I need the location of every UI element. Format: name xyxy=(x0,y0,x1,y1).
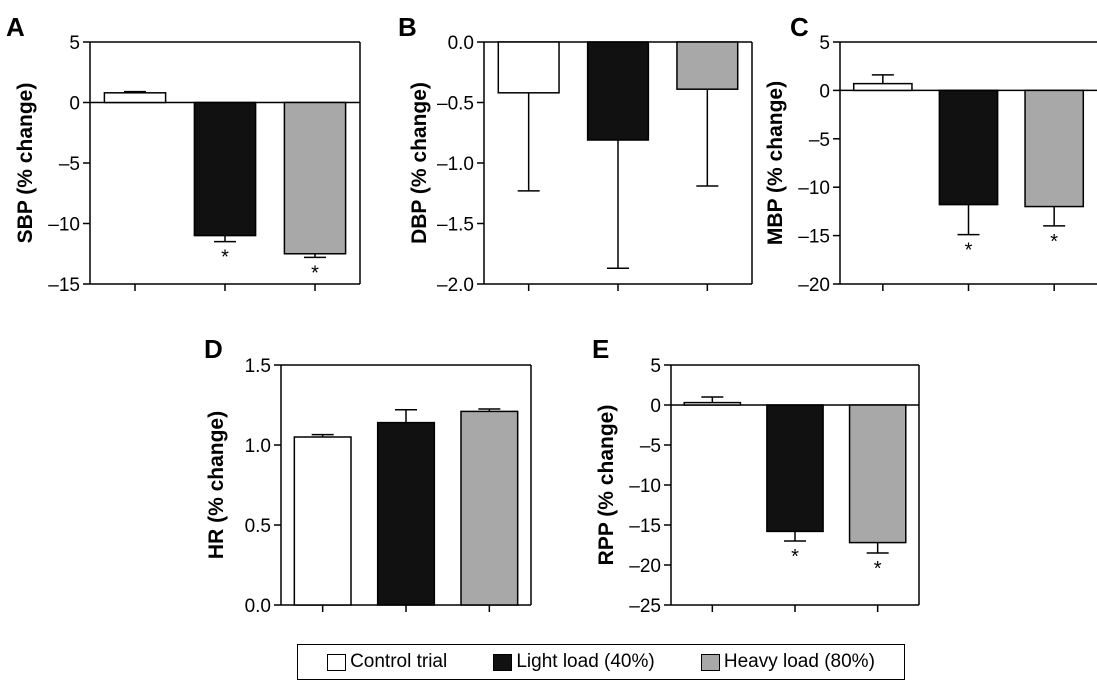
bar xyxy=(586,41,650,141)
y-tick-label: –10 xyxy=(48,215,80,236)
y-tick-label: –1.0 xyxy=(437,154,474,175)
panel-e: E RPP (% change) 5 0 –5 –10 –15 –20 –25 * * xyxy=(592,334,920,617)
panel-letter: D xyxy=(204,334,223,364)
bar xyxy=(193,101,257,237)
y-tick-label: 1.5 xyxy=(245,356,271,377)
figure: A SBP (% change) 5 0 –5 –10 –15 * * B DBP (% chang… xyxy=(6,12,1097,617)
y-tick-label: 0.0 xyxy=(245,596,271,617)
y-tick-label: 0.0 xyxy=(448,33,474,54)
y-tick-label: –5 xyxy=(59,154,80,175)
legend-swatch-light-load xyxy=(493,653,513,671)
bar xyxy=(460,410,519,606)
y-tick-label: –20 xyxy=(629,556,661,577)
panel-d: D HR (% change) 0.0 0.5 1.0 1.5 xyxy=(204,334,532,617)
y-tick-label: 0 xyxy=(650,396,661,417)
legend-item-control: Control trial xyxy=(327,651,447,673)
y-tick-label: –2.0 xyxy=(437,275,474,296)
y-tick-label: –10 xyxy=(629,476,661,497)
legend: Control trial Light load (40%) Heavy loa… xyxy=(297,644,905,680)
y-axis-label: RPP (% change) xyxy=(595,405,618,566)
legend-label-light-load: Light load (40%) xyxy=(516,651,655,672)
y-tick-label: –10 xyxy=(798,178,830,199)
significance-marker: * xyxy=(965,240,973,262)
y-tick-label: 0 xyxy=(69,94,80,115)
y-axis-label: HR (% change) xyxy=(205,411,228,559)
panel-c: C MBP (% change) 5 0 –5 –10 –15 –20 * * xyxy=(764,12,1097,296)
significance-marker: * xyxy=(311,262,319,284)
y-tick-label: –1.5 xyxy=(437,215,474,236)
bar xyxy=(676,41,739,90)
significance-marker: * xyxy=(221,247,229,269)
bar xyxy=(1024,89,1085,208)
significance-marker: * xyxy=(874,558,882,580)
y-tick-label: –25 xyxy=(629,596,661,617)
panel-letter: E xyxy=(592,334,609,364)
legend-label-heavy-load: Heavy load (80%) xyxy=(723,651,875,672)
panel-letter: C xyxy=(790,12,809,42)
panel-letter: A xyxy=(6,12,25,42)
y-tick-label: –15 xyxy=(629,516,661,537)
bar xyxy=(766,404,824,533)
panel-b: B DBP (% change) 0.0 –0.5 –1.0 –1.5 –2.0 xyxy=(398,12,753,296)
y-tick-label: 0 xyxy=(819,81,830,102)
bar xyxy=(103,92,167,104)
legend-swatch-heavy-load xyxy=(700,653,720,671)
y-tick-label: –5 xyxy=(640,436,661,457)
bar xyxy=(852,82,913,92)
legend-item-light-load: Light load (40%) xyxy=(493,651,655,673)
y-axis-label: MBP (% change) xyxy=(764,81,787,245)
bar xyxy=(376,421,436,606)
bar xyxy=(293,436,352,606)
y-tick-label: 5 xyxy=(819,33,830,54)
y-tick-label: –20 xyxy=(798,275,830,296)
y-tick-label: –5 xyxy=(809,130,830,151)
y-tick-label: 0.5 xyxy=(245,516,271,537)
significance-marker: * xyxy=(791,546,799,568)
y-axis-label: DBP (% change) xyxy=(408,82,431,244)
bar xyxy=(848,404,907,544)
bar xyxy=(938,89,999,206)
y-tick-label: 1.0 xyxy=(245,436,271,457)
bar xyxy=(683,401,742,406)
legend-item-heavy-load: Heavy load (80%) xyxy=(700,651,875,673)
y-axis-label: SBP (% change) xyxy=(14,83,37,244)
y-tick-label: –15 xyxy=(48,275,80,296)
y-tick-label: –15 xyxy=(798,227,830,248)
bar xyxy=(283,101,347,255)
y-tick-label: 5 xyxy=(650,356,661,377)
y-tick-label: 5 xyxy=(69,33,80,54)
legend-label-control: Control trial xyxy=(350,651,448,672)
panel-letter: B xyxy=(398,12,417,42)
bar xyxy=(497,41,560,94)
legend-swatch-control xyxy=(327,653,347,671)
significance-marker: * xyxy=(1050,231,1058,253)
y-tick-label: –0.5 xyxy=(437,94,474,115)
panel-a: A SBP (% change) 5 0 –5 –10 –15 * * xyxy=(6,12,361,296)
